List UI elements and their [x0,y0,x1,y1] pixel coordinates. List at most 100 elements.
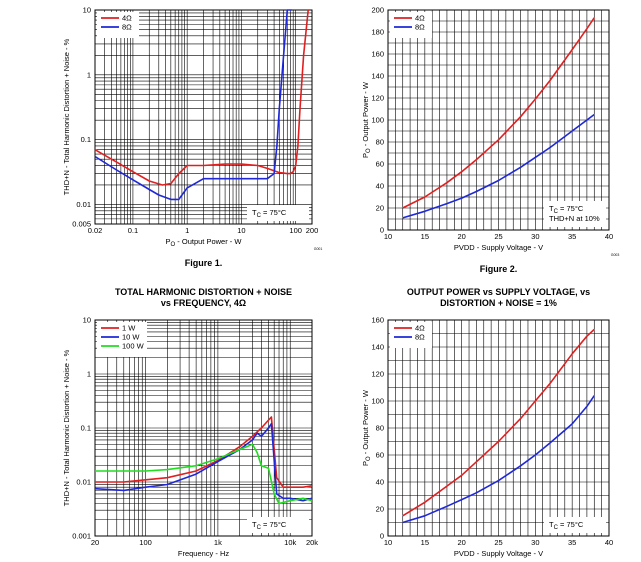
y-tick-label: 120 [371,94,384,103]
series-line-100w [95,443,313,505]
x-tick-label: 20 [457,538,465,547]
y-tick-label: 60 [376,451,384,460]
x-tick-label: 10 [237,226,245,235]
y-tick-label: 10 [83,316,91,325]
y-tick-label: 20 [376,204,384,213]
y-tick-label: 1 [87,70,91,79]
chart-c1: 0.02 0.1 1 10 100 200 0.005 0.01 0.1 1 10 PO - Outp… [62,6,322,269]
y-tick-label: 0.01 [76,478,91,487]
x-axis-title: PVDD - Supply Voltage - V [454,549,543,558]
annotation-text: TC = 75°C [252,208,287,219]
series-line-1w [95,416,313,489]
y-tick-label: 0.01 [76,200,91,209]
y-tick-label: 80 [376,424,384,433]
y-tick-label: 1 [87,370,91,379]
legend-label: 4Ω [122,14,132,23]
legend-label: 4Ω [415,14,425,23]
gridlines [387,319,610,537]
annotation-text: TC = 75°C [252,520,287,531]
x-tick-label: 100 [139,538,152,547]
series-line-8ω [94,9,292,201]
series-line-4ω [94,9,309,186]
y-axis-title: THD+N - Total Harmonic Distortion + Nois… [62,349,71,506]
y-tick-label: 100 [371,116,384,125]
y-tick-label: 10 [83,6,91,15]
y-tick-label: 20 [376,505,384,514]
x-tick-label: 10 [384,538,392,547]
y-axis-title: PO - Output Power - W [361,389,372,466]
gridlines [387,9,610,231]
y-tick-label: 40 [376,478,384,487]
figure-code: G003 [611,253,620,257]
x-tick-label: 15 [421,538,429,547]
x-tick-label: 100 [289,226,302,235]
annotation-box [247,205,309,221]
x-tick-label: 15 [421,232,429,241]
y-tick-label: 100 [371,397,384,406]
legend-box [390,322,432,348]
y-axis-title: PO - Output Power - W [361,81,372,158]
legend-label: 4Ω [415,324,425,333]
x-tick-label: 1k [214,538,222,547]
chart-c4: 10 15 20 25 30 35 40 0 20 40 60 80 100 120 140 160 PVDD … [361,287,613,558]
annotation-box [247,517,309,533]
x-tick-label: 20 [91,538,99,547]
legend-label: 1 W [122,324,136,333]
x-tick-label: 20 [457,232,465,241]
annotation-text: TC = 75°C [549,520,584,531]
y-tick-label: 180 [371,28,384,37]
y-tick-label: 60 [376,160,384,169]
y-tick-label: 40 [376,182,384,191]
y-tick-label: 140 [371,343,384,352]
x-tick-label: 25 [494,538,502,547]
figure-label: Figure 1. [185,258,223,268]
annotation-box [544,517,606,533]
x-tick-label: 1 [185,226,189,235]
chart-c2: 10 15 20 25 30 35 40 0 20 40 60 80 100 120 140 160 180 20… [361,6,619,275]
x-tick-label: 200 [306,226,319,235]
legend-label: 8Ω [122,23,132,32]
x-tick-label: 35 [568,538,576,547]
chart-c3: 20 100 1k 10k 20k 0.001 0.01 0.1 1 10 Frequency - … [62,287,318,558]
legend-box [390,12,432,38]
x-tick-label: 0.02 [88,226,103,235]
y-tick-label: 0.005 [72,220,91,229]
figure-label: Figure 2. [480,264,518,274]
y-tick-label: 200 [371,6,384,15]
x-tick-label: 25 [494,232,502,241]
y-tick-label: 0.1 [81,424,91,433]
x-tick-label: 40 [605,538,613,547]
figure-code: G001 [314,247,323,251]
x-tick-label: 30 [531,538,539,547]
legend-label: 8Ω [415,333,425,342]
annotation-text: THD+N at 10% [549,214,600,223]
legend-box [97,12,139,38]
y-tick-label: 0 [380,226,384,235]
x-tick-label: 10k [284,538,296,547]
y-tick-label: 140 [371,72,384,81]
y-tick-label: 0 [380,532,384,541]
y-tick-label: 0.1 [81,135,91,144]
series-line-4ω [402,17,595,209]
legend-label: 8Ω [415,23,425,32]
x-tick-label: 35 [568,232,576,241]
legend-label: 10 W [122,333,140,342]
series-line-8ω [402,395,595,524]
x-axis-title: PVDD - Supply Voltage - V [454,243,543,252]
gridlines [94,9,313,225]
series-line-8ω [402,113,595,219]
chart-title: TOTAL HARMONIC DISTORTION + NOISE [115,287,292,297]
x-axis-title: Frequency - Hz [178,549,230,558]
x-axis-title: PO - Output Power - W [166,237,243,248]
y-tick-label: 80 [376,138,384,147]
legend-label: 100 W [122,342,145,351]
chart-title: vs FREQUENCY, 4Ω [161,298,246,308]
x-tick-label: 30 [531,232,539,241]
chart-title: DISTORTION + NOISE = 1% [440,298,557,308]
chart-title: OUTPUT POWER vs SUPPLY VOLTAGE, vs [407,287,590,297]
x-tick-label: 0.1 [128,226,138,235]
